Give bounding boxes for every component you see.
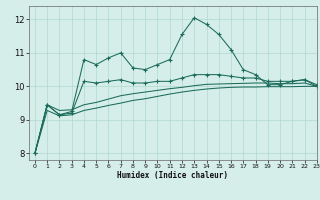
X-axis label: Humidex (Indice chaleur): Humidex (Indice chaleur) [117, 171, 228, 180]
